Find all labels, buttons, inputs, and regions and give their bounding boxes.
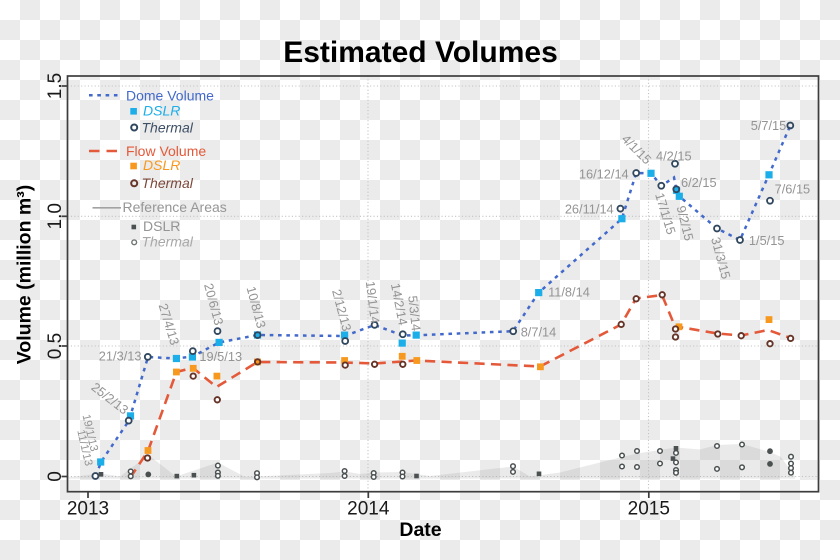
svg-text:Flow Volume: Flow Volume <box>126 143 206 159</box>
svg-text:DSLR: DSLR <box>143 157 180 173</box>
svg-text:Thermal: Thermal <box>142 234 194 250</box>
svg-text:Estimated Volumes: Estimated Volumes <box>283 36 558 69</box>
svg-text:11/8/14: 11/8/14 <box>548 285 590 300</box>
svg-text:6/2/15: 6/2/15 <box>681 175 717 190</box>
svg-text:DSLR: DSLR <box>143 103 180 119</box>
svg-text:16/12/14: 16/12/14 <box>579 167 629 182</box>
svg-text:Reference Areas: Reference Areas <box>123 199 227 215</box>
svg-text:4/2/15: 4/2/15 <box>656 148 692 163</box>
svg-text:2014: 2014 <box>347 499 390 520</box>
svg-text:7/6/15: 7/6/15 <box>775 182 811 197</box>
svg-text:19/1/14: 19/1/14 <box>363 280 383 324</box>
svg-text:2015: 2015 <box>628 499 670 520</box>
svg-text:5/7/15: 5/7/15 <box>751 118 787 133</box>
svg-text:5/3/14: 5/3/14 <box>405 295 424 332</box>
svg-text:19/5/13: 19/5/13 <box>199 349 242 364</box>
svg-text:21/3/13: 21/3/13 <box>99 348 142 363</box>
svg-text:Date: Date <box>399 519 441 541</box>
svg-text:1.0: 1.0 <box>45 203 66 229</box>
svg-text:0: 0 <box>45 471 66 482</box>
svg-text:2013: 2013 <box>67 499 109 520</box>
svg-text:1.5: 1.5 <box>45 73 66 99</box>
svg-text:Volume (million m³): Volume (million m³) <box>14 185 36 364</box>
svg-text:Thermal: Thermal <box>142 175 194 191</box>
svg-text:0.5: 0.5 <box>45 333 66 359</box>
svg-text:8/7/14: 8/7/14 <box>521 325 557 340</box>
svg-text:Thermal: Thermal <box>142 119 194 135</box>
svg-text:DSLR: DSLR <box>143 218 180 234</box>
svg-text:1/5/15: 1/5/15 <box>749 233 785 248</box>
svg-text:Dome Volume: Dome Volume <box>126 88 214 104</box>
svg-text:26/11/14: 26/11/14 <box>565 201 614 216</box>
